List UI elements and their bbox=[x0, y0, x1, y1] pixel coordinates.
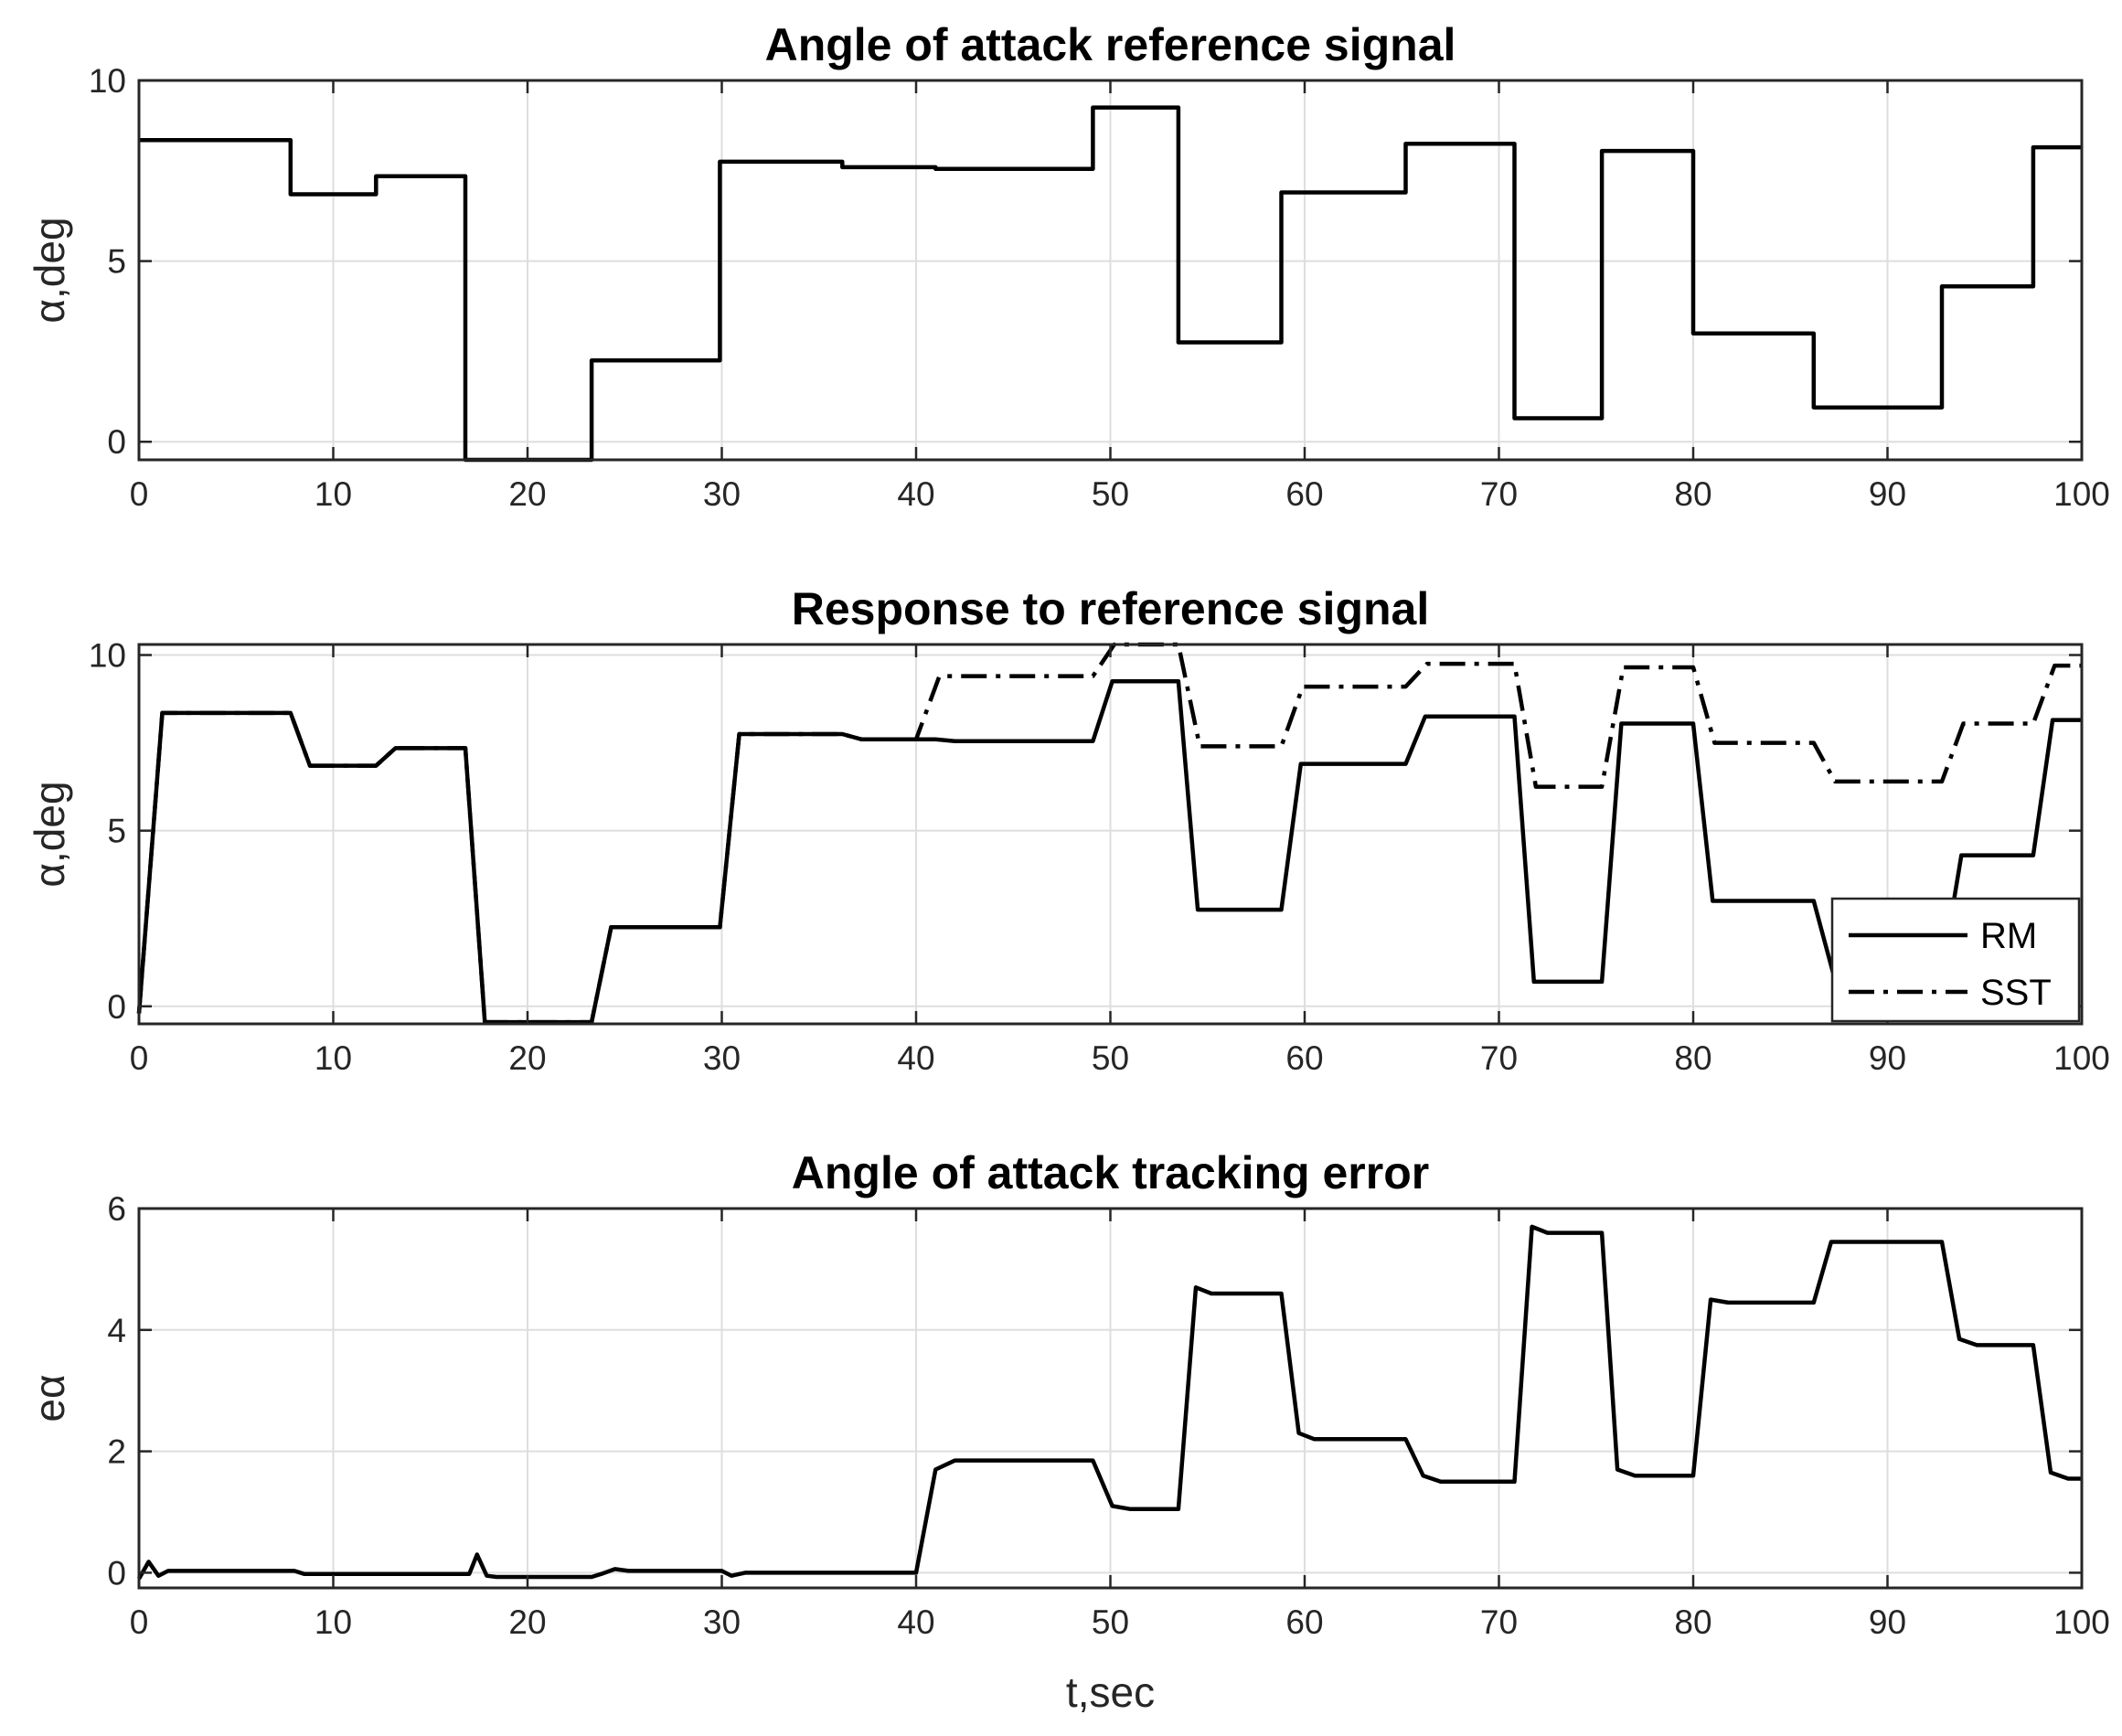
x-tick-label: 70 bbox=[1480, 1603, 1518, 1641]
x-tick-label: 20 bbox=[508, 475, 546, 513]
y-tick-label: 0 bbox=[107, 1554, 126, 1592]
x-tick-label: 0 bbox=[130, 475, 149, 513]
y-tick-label: 5 bbox=[107, 243, 126, 281]
x-tick-label: 70 bbox=[1480, 1039, 1518, 1077]
x-tick-label: 50 bbox=[1092, 1039, 1129, 1077]
x-axis-label: t,sec bbox=[1066, 1668, 1155, 1716]
x-tick-label: 10 bbox=[315, 475, 352, 513]
y-tick-label: 0 bbox=[107, 423, 126, 461]
x-tick-label: 10 bbox=[315, 1603, 352, 1641]
x-tick-label: 30 bbox=[703, 475, 741, 513]
legend-box bbox=[1830, 897, 2081, 1023]
x-tick-label: 40 bbox=[897, 1603, 934, 1641]
x-tick-label: 60 bbox=[1285, 475, 1323, 513]
x-tick-label: 20 bbox=[508, 1603, 546, 1641]
y-tick-label: 5 bbox=[107, 813, 126, 850]
legend-label-rm: RM bbox=[1980, 916, 2037, 956]
x-tick-label: 70 bbox=[1480, 475, 1518, 513]
x-tick-label: 10 bbox=[315, 1039, 352, 1077]
legend: RM SST bbox=[1830, 897, 2081, 1023]
subplot-3: 0 10 20 30 40 50 60 70 80 90 100 0 2 4 6 Angle of attac… bbox=[26, 1147, 2110, 1716]
y-tick-label: 4 bbox=[107, 1312, 126, 1349]
y-tick-label: 6 bbox=[107, 1190, 126, 1228]
x-tick-label: 30 bbox=[703, 1603, 741, 1641]
x-tick-label: 90 bbox=[1869, 1603, 1906, 1641]
y-axis-label: eα bbox=[26, 1374, 73, 1422]
series-reference-line bbox=[139, 105, 2082, 463]
y-axis-label: α,deg bbox=[26, 217, 73, 323]
chart-title: Angle of attack tracking error bbox=[792, 1147, 1429, 1198]
x-tick-label: 100 bbox=[2053, 1603, 2110, 1641]
series-sst-line bbox=[136, 642, 2082, 1025]
x-tick-label: 30 bbox=[703, 1039, 741, 1077]
x-tick-label: 90 bbox=[1869, 1039, 1906, 1077]
subplot-2: 0 10 20 30 40 50 60 70 80 90 100 0 5 10 Response to re… bbox=[26, 583, 2110, 1077]
x-tick-label: 60 bbox=[1285, 1603, 1323, 1641]
y-tick-label: 2 bbox=[107, 1433, 126, 1471]
legend-label-sst: SST bbox=[1980, 973, 2052, 1013]
x-tick-label: 60 bbox=[1285, 1039, 1323, 1077]
y-axis-label: α,deg bbox=[26, 781, 73, 887]
chart-title: Response to reference signal bbox=[792, 583, 1429, 634]
chart-title: Angle of attack reference signal bbox=[765, 19, 1456, 70]
x-tick-label: 100 bbox=[2053, 475, 2110, 513]
y-tick-label: 10 bbox=[89, 637, 126, 675]
x-tick-label: 80 bbox=[1674, 1039, 1711, 1077]
x-tick-label: 100 bbox=[2053, 1039, 2110, 1077]
x-tick-label: 0 bbox=[130, 1603, 149, 1641]
y-tick-label: 0 bbox=[107, 988, 126, 1026]
x-tick-label: 80 bbox=[1674, 475, 1711, 513]
series-error-line bbox=[137, 1224, 2082, 1581]
x-tick-label: 50 bbox=[1092, 475, 1129, 513]
x-tick-label: 20 bbox=[508, 1039, 546, 1077]
x-tick-label: 0 bbox=[130, 1039, 149, 1077]
x-tick-label: 90 bbox=[1869, 475, 1906, 513]
subplot-1: 0 10 20 30 40 50 60 70 80 90 100 0 5 10 Angle of attac… bbox=[26, 19, 2110, 513]
x-tick-label: 50 bbox=[1092, 1603, 1129, 1641]
y-tick-label: 10 bbox=[89, 62, 126, 100]
x-tick-label: 40 bbox=[897, 475, 934, 513]
x-tick-label: 80 bbox=[1674, 1603, 1711, 1641]
x-tick-label: 40 bbox=[897, 1039, 934, 1077]
